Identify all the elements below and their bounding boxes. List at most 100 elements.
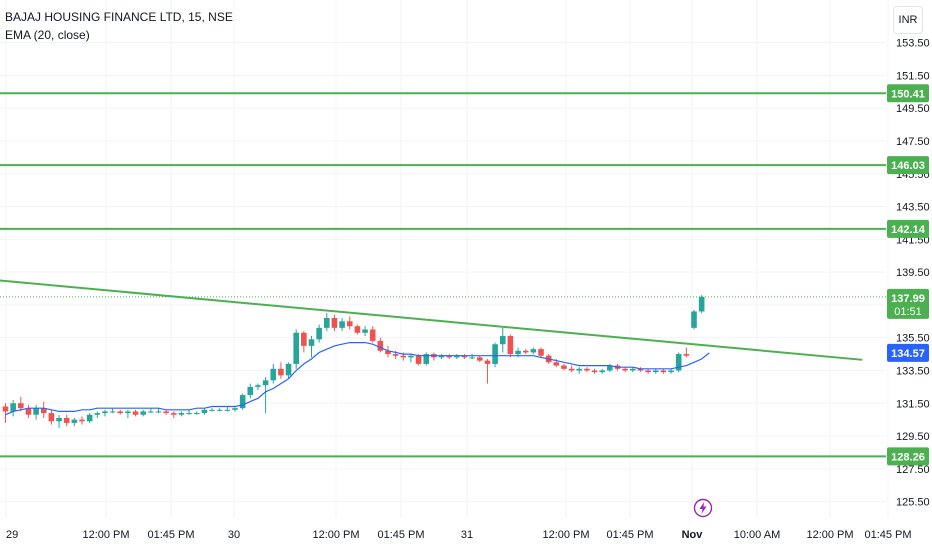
candle-body	[698, 296, 705, 312]
price-tick-label: 131.50	[896, 398, 930, 410]
candle-body	[660, 370, 667, 373]
time-tick-label: 29	[6, 529, 18, 541]
candle-body	[308, 339, 315, 346]
candles-group	[2, 295, 705, 428]
candle-body	[377, 340, 384, 351]
candle-body	[645, 370, 651, 373]
horizontal-levels[interactable]	[0, 92, 886, 458]
price-tick-label: 149.50	[896, 103, 930, 115]
candle-body	[630, 368, 636, 371]
candle-body	[469, 357, 475, 359]
candle-body	[607, 365, 613, 371]
current-price-badge	[887, 288, 929, 319]
level-badge-label: 146.03	[891, 160, 925, 172]
candle-body	[224, 409, 231, 411]
candle-body	[668, 370, 674, 373]
candle-body	[507, 336, 514, 355]
price-tick-label: 139.50	[896, 267, 930, 279]
candle-body	[316, 327, 322, 340]
candle-body	[285, 363, 292, 376]
candle-body	[94, 413, 101, 415]
price-tick-label: 151.50	[896, 70, 930, 82]
ema-group	[5, 342, 710, 416]
candle-body	[477, 357, 483, 361]
candle-body	[270, 368, 277, 381]
candle-body	[515, 350, 521, 355]
candle-body	[171, 413, 177, 415]
candle-body	[2, 406, 9, 412]
grid-lines	[0, 0, 889, 518]
candle-body	[33, 408, 39, 415]
candle-body	[346, 321, 353, 327]
time-tick-label: 01:45 PM	[606, 529, 653, 541]
ema-line	[5, 342, 710, 416]
price-axis[interactable]: 125.50127.50129.50131.50133.50135.50137.…	[896, 38, 930, 509]
candle-body	[362, 329, 368, 333]
time-tick-label: 01:45 PM	[377, 529, 424, 541]
time-tick-label: 12:00 PM	[542, 529, 589, 541]
current-price-label: 137.99	[891, 293, 925, 305]
candle-body	[675, 354, 682, 371]
candle-body	[438, 355, 445, 358]
candle-body	[492, 344, 498, 364]
candle-body	[109, 411, 116, 413]
candle-body	[117, 411, 124, 414]
price-tick-label: 147.50	[896, 136, 930, 148]
candle-body	[79, 419, 85, 422]
price-tick-label: 129.50	[896, 431, 930, 443]
candle-body	[568, 368, 575, 371]
candle-body	[56, 418, 62, 422]
candle-body	[369, 329, 376, 341]
candle-body	[63, 418, 70, 423]
candle-body	[132, 411, 139, 415]
lightning-icon[interactable]	[693, 498, 713, 518]
candle-body	[163, 411, 169, 414]
time-axis[interactable]: 29 12:00 PM 01:45 PM 30 12:00 PM 01:45 PM 31 12…	[6, 529, 912, 541]
trendline-group[interactable]	[0, 279, 886, 361]
price-tick-label: 127.50	[896, 464, 930, 476]
candle-body	[683, 354, 690, 356]
level-badge	[887, 156, 929, 175]
candle-body	[140, 411, 146, 415]
candle-body	[193, 413, 200, 415]
candle-body	[339, 321, 345, 328]
candle-body	[691, 311, 697, 328]
candle-body	[538, 349, 544, 356]
candle-body	[293, 332, 299, 364]
candle-body	[461, 355, 468, 358]
candle-body	[454, 355, 460, 358]
candle-body	[178, 413, 185, 415]
candle-body	[216, 409, 223, 411]
candle-body	[622, 368, 628, 371]
candle-body	[561, 365, 567, 369]
candle-body	[637, 368, 644, 371]
candle-body	[102, 411, 108, 414]
candle-body	[331, 318, 338, 328]
trendline[interactable]	[0, 279, 863, 361]
candle-body	[155, 411, 162, 413]
candle-body	[86, 414, 93, 422]
candle-body	[576, 368, 583, 371]
price-tick-label: 125.50	[896, 497, 930, 509]
ema-badge-label: 134.57	[891, 348, 925, 360]
level-badge	[887, 219, 929, 238]
candle-body	[446, 355, 452, 358]
indicator-legend[interactable]: EMA (20, close)	[5, 28, 90, 42]
candle-body	[591, 370, 598, 373]
candle-body	[400, 355, 407, 358]
candle-body	[599, 370, 605, 373]
candle-body	[354, 326, 361, 333]
symbol-title[interactable]: BAJAJ HOUSING FINANCE LTD, 15, NSE	[5, 10, 233, 24]
candle-body	[522, 350, 529, 353]
candle-body	[10, 403, 16, 412]
time-tick-label: 31	[461, 529, 473, 541]
level-badge	[887, 84, 929, 103]
bar-countdown-label: 01:51	[894, 306, 922, 318]
candle-body	[262, 380, 269, 386]
currency-button[interactable]: INR	[893, 6, 923, 34]
candle-body	[553, 362, 560, 366]
time-tick-label: 12:00 PM	[806, 529, 853, 541]
price-tick-label: 153.50	[896, 38, 930, 50]
